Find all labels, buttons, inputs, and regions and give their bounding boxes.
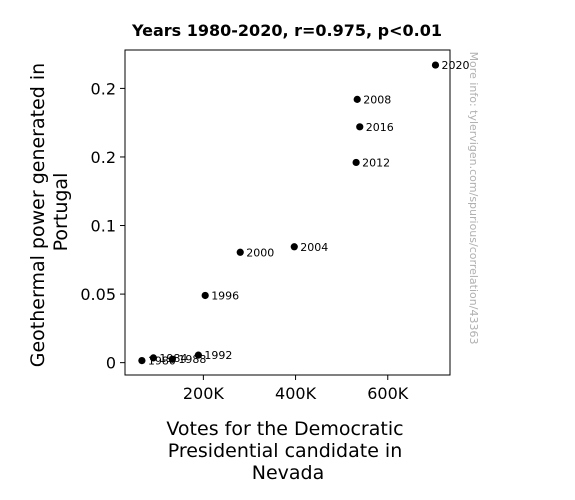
y-tick-label: 0 <box>106 354 116 373</box>
data-point-label: 2012 <box>362 156 390 169</box>
y-axis: 0 0.05 0.1 0.2 0.2 <box>80 79 125 373</box>
data-point <box>194 351 202 359</box>
y-axis-label-line-1: Geothermal power generated in <box>27 63 49 367</box>
data-point-label: 1996 <box>211 289 239 302</box>
data-point <box>290 243 298 251</box>
data-point <box>138 357 146 365</box>
x-axis: 200K 400K 600K <box>183 375 409 403</box>
data-point-label: 1992 <box>204 349 232 362</box>
data-point-label: 2008 <box>363 93 391 106</box>
data-point <box>201 291 209 300</box>
chart-title: Years 1980-2020, r=0.975, p<0.01 <box>131 21 442 40</box>
data-points: 1980198419881992199620002004200820122016… <box>138 59 469 368</box>
data-point <box>431 61 440 69</box>
x-axis-label: Votes for the Democratic Presidential ca… <box>166 418 409 484</box>
watermark-text: More info: tylervigen.com/spurious/corre… <box>467 52 480 345</box>
data-point <box>356 123 364 131</box>
y-axis-label-line-2: Portugal <box>50 173 72 252</box>
x-axis-label-line-3: Nevada <box>252 462 325 484</box>
x-tick-label: 200K <box>183 384 225 403</box>
y-axis-label: Geothermal power generated in Portugal <box>27 57 72 367</box>
y-tick-label: 0.2 <box>91 148 116 167</box>
x-tick-label: 600K <box>367 384 409 403</box>
data-point <box>352 158 360 167</box>
data-point <box>353 95 361 103</box>
data-point-label: 2020 <box>441 59 469 72</box>
data-point <box>149 354 158 362</box>
x-axis-label-line-1: Votes for the Democratic <box>166 418 403 440</box>
data-point-label: 1988 <box>178 353 206 366</box>
data-point-label: 2016 <box>366 121 394 134</box>
data-point-label: 2000 <box>246 246 274 259</box>
x-axis-label-line-2: Presidential candidate in <box>168 440 403 462</box>
data-point <box>236 248 244 256</box>
data-point <box>168 355 176 363</box>
y-tick-label: 0.05 <box>80 285 116 304</box>
plot-area <box>124 49 451 376</box>
data-point-label: 2004 <box>300 241 328 254</box>
x-tick-label: 400K <box>275 384 317 403</box>
y-tick-label: 0.1 <box>91 217 116 236</box>
y-tick-label: 0.2 <box>91 79 116 98</box>
